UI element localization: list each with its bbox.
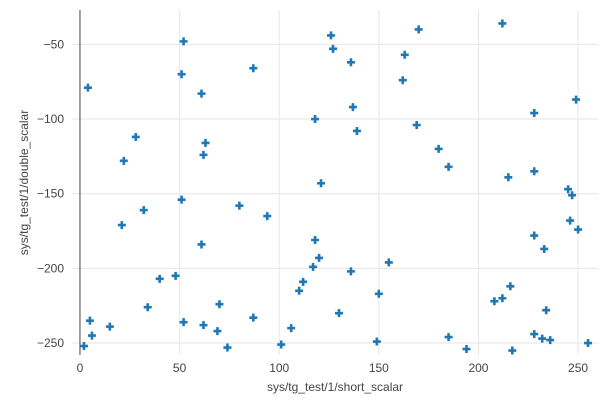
data-point — [434, 144, 443, 153]
data-point — [572, 95, 581, 104]
data-point — [374, 289, 383, 298]
data-point — [315, 253, 324, 262]
data-point — [223, 343, 232, 352]
y-tick-label: −250 — [37, 336, 64, 350]
data-point — [346, 58, 355, 67]
data-point — [348, 103, 357, 112]
data-point — [277, 340, 286, 349]
data-point — [498, 19, 507, 28]
data-point — [311, 115, 320, 124]
data-point — [462, 345, 471, 354]
data-point — [490, 297, 499, 306]
data-point — [540, 244, 549, 253]
data-point — [179, 318, 188, 327]
data-point — [309, 262, 318, 271]
data-point — [79, 342, 88, 351]
x-axis-title: sys/tg_test/1/short_scalar — [267, 380, 403, 394]
data-point — [329, 44, 338, 53]
x-tick-labels: 0 50 100 150 200 250 — [77, 361, 589, 375]
data-point — [530, 330, 539, 339]
data-point — [143, 303, 152, 312]
data-point — [530, 109, 539, 118]
data-point — [574, 225, 583, 234]
y-tick-label: −50 — [44, 37, 65, 51]
x-tick-label: 250 — [568, 361, 588, 375]
data-point — [139, 206, 148, 215]
data-point — [119, 156, 128, 165]
data-point — [568, 191, 577, 200]
data-point — [498, 294, 507, 303]
grid-lines — [72, 10, 598, 355]
data-point — [215, 300, 224, 309]
data-point — [295, 286, 304, 295]
data-point — [384, 258, 393, 267]
data-point — [566, 216, 575, 225]
data-point — [444, 333, 453, 342]
data-point — [414, 25, 423, 34]
data-point — [213, 327, 222, 336]
y-tick-labels: −250 −200 −150 −100 −50 — [37, 37, 64, 350]
data-point — [530, 231, 539, 240]
data-point — [530, 167, 539, 176]
data-point — [334, 309, 343, 318]
x-tick-label: 200 — [468, 361, 488, 375]
data-point — [249, 313, 258, 322]
data-point — [538, 334, 547, 343]
data-point — [131, 132, 140, 141]
x-tick-label: 0 — [77, 361, 84, 375]
data-point — [398, 76, 407, 85]
data-point — [197, 240, 206, 249]
data-point — [179, 37, 188, 46]
x-tick-label: 150 — [369, 361, 389, 375]
y-tick-label: −100 — [37, 112, 64, 126]
data-point — [299, 277, 308, 286]
y-tick-label: −200 — [37, 261, 64, 275]
data-point — [263, 212, 272, 221]
x-tick-label: 50 — [173, 361, 187, 375]
data-point — [317, 179, 326, 188]
data-point — [546, 336, 555, 345]
data-points — [79, 19, 593, 355]
data-point — [506, 282, 515, 291]
data-point — [400, 50, 409, 59]
data-point — [346, 267, 355, 276]
data-point — [564, 185, 573, 194]
data-point — [504, 173, 513, 182]
data-point — [177, 195, 186, 204]
data-point — [197, 89, 206, 98]
data-point — [352, 126, 361, 135]
data-point — [171, 271, 180, 280]
data-point — [117, 221, 126, 230]
x-tick-label: 100 — [269, 361, 289, 375]
data-point — [199, 321, 208, 330]
data-point — [87, 331, 96, 340]
data-point — [155, 274, 164, 283]
data-point — [311, 236, 320, 244]
data-point — [584, 339, 593, 348]
y-axis-title: sys/tg_test/1/double_scalar — [17, 110, 31, 255]
data-point — [83, 83, 92, 92]
data-point — [85, 316, 94, 325]
data-point — [287, 324, 296, 333]
data-point — [235, 201, 244, 210]
data-point — [249, 64, 258, 73]
data-point — [105, 322, 114, 331]
data-point — [412, 121, 421, 129]
data-point — [542, 306, 551, 315]
data-point — [327, 31, 336, 40]
data-point — [199, 150, 208, 159]
data-point — [372, 337, 381, 346]
data-point — [508, 346, 517, 355]
data-point — [201, 138, 210, 147]
data-point — [444, 162, 453, 171]
data-point — [177, 70, 186, 79]
y-tick-label: −150 — [37, 187, 64, 201]
